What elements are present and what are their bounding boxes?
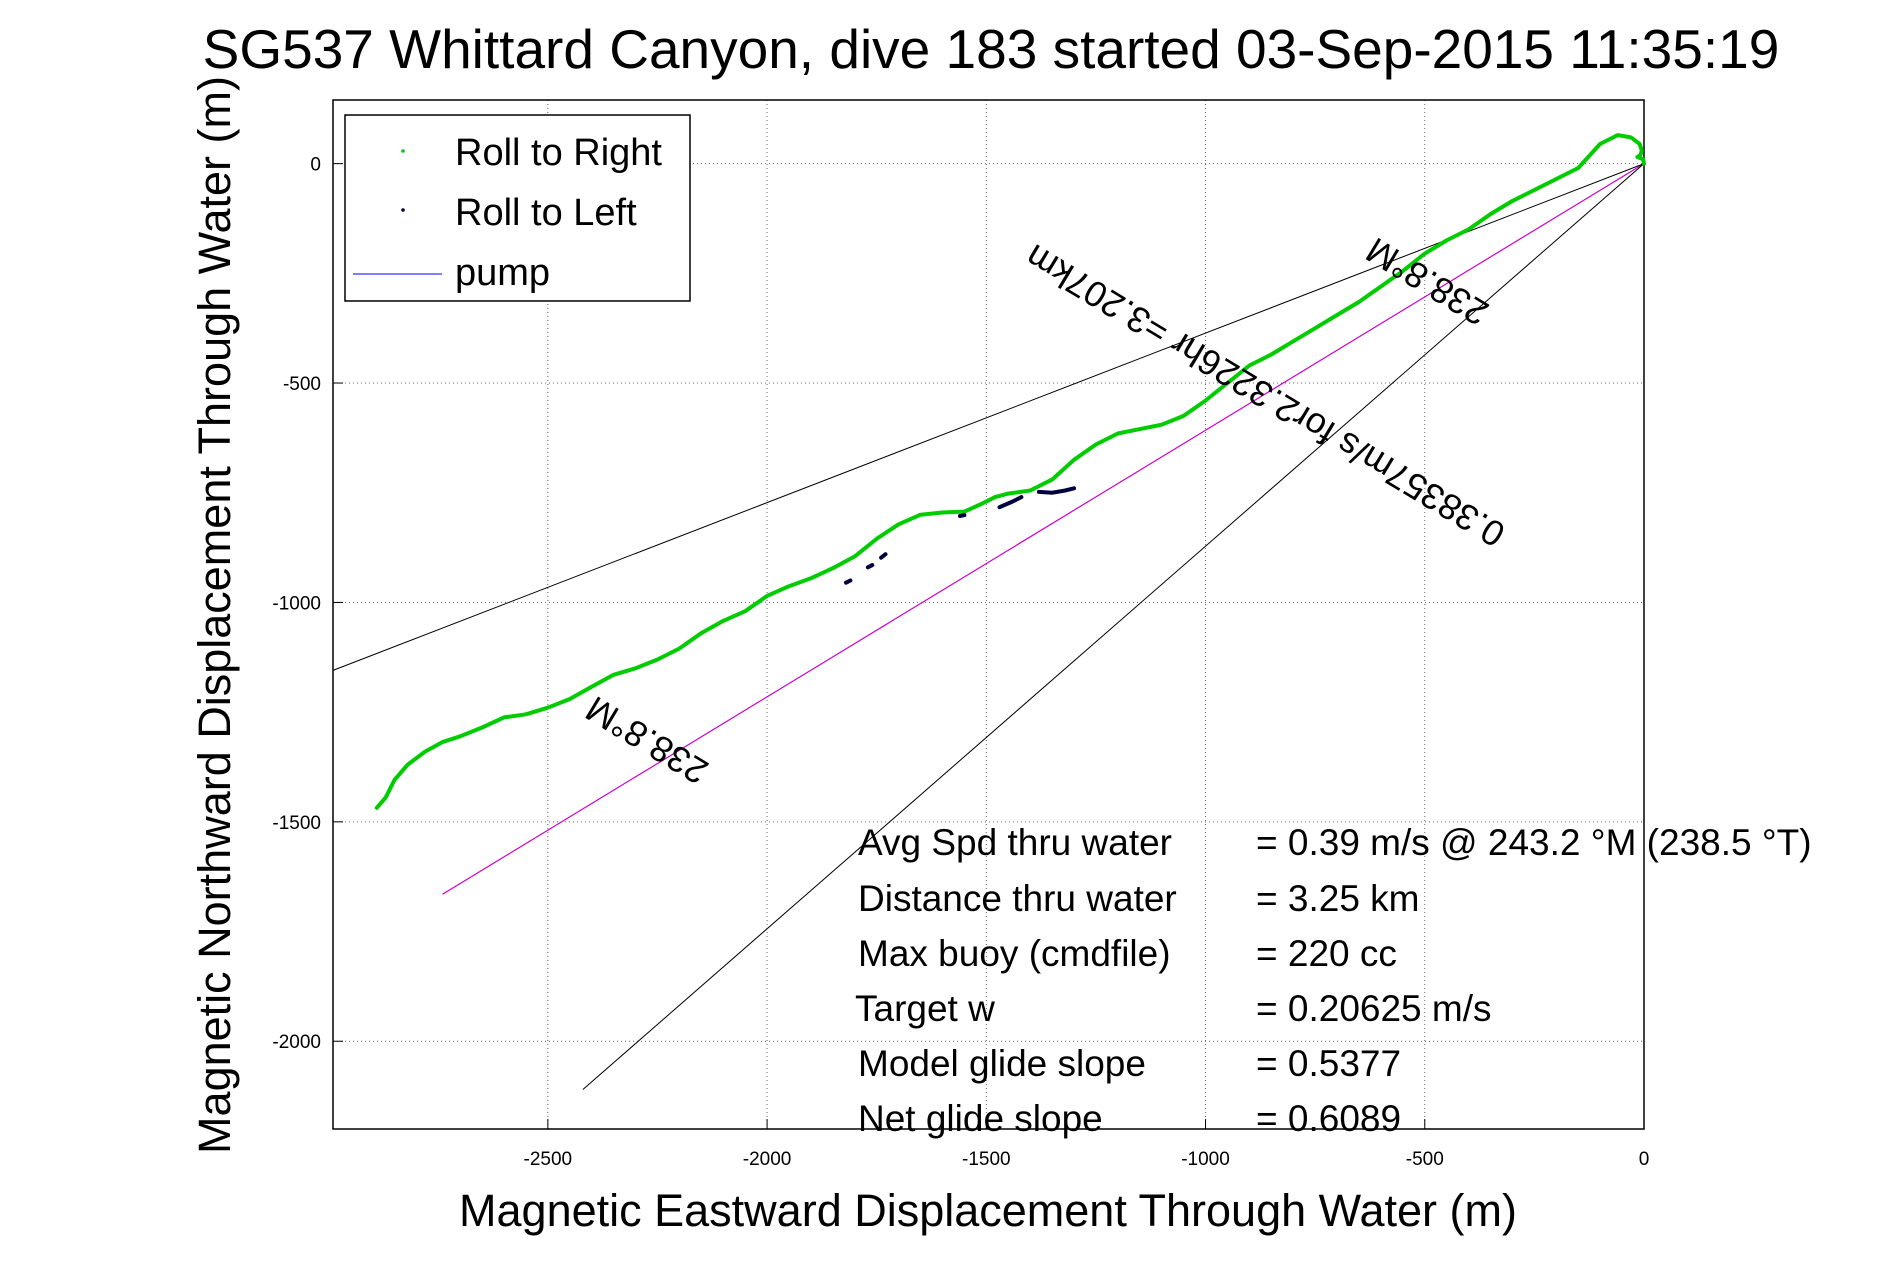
y-tick-label: -1000 [272, 593, 321, 614]
roll-left-segment [879, 552, 888, 560]
upper-bound-line [332, 163, 1645, 671]
lower-bound-line [582, 163, 1645, 1090]
stat-value-max-buoy: = 220 cc [1256, 933, 1397, 974]
legend-marker-roll-left [401, 208, 405, 212]
stat-label-model-glide: Model glide slope [858, 1043, 1146, 1084]
heading-annotation: 238.8°M [1359, 230, 1495, 334]
x-tick-label: -500 [1406, 1149, 1444, 1170]
x-tick-label: 0 [1639, 1149, 1650, 1170]
legend-label-pump: pump [455, 252, 550, 294]
y-axis-label: Magnetic Northward Displacement Through … [189, 76, 240, 1154]
roll-left-segment [844, 578, 853, 585]
stats-block: Avg Spd thru water = 0.39 m/s @ 243.2 °M… [855, 822, 1812, 1139]
grid [333, 100, 1645, 1129]
x-tick-label: -2500 [524, 1149, 573, 1170]
x-tick-label: -2000 [743, 1149, 792, 1170]
y-axis-ticks: 0 -500 -1000 -1500 -2000 [272, 155, 343, 1053]
stat-value-target-w: = 0.20625 m/s [1256, 988, 1492, 1029]
legend-label-roll-right: Roll to Right [455, 132, 662, 174]
stat-label-avg-speed: Avg Spd thru water [858, 822, 1172, 863]
legend-marker-roll-right [401, 149, 405, 153]
x-tick-label: -1000 [1181, 1149, 1230, 1170]
legend: Roll to Right Roll to Left pump [344, 114, 691, 302]
stat-value-distance: = 3.25 km [1256, 878, 1420, 919]
stat-label-net-glide: Net glide slope [858, 1098, 1103, 1139]
y-tick-label: -1500 [272, 813, 321, 834]
plot-area [332, 99, 1645, 1130]
roll-left-segment [865, 563, 875, 570]
chart-title: SG537 Whittard Canyon, dive 183 started … [203, 18, 1780, 80]
x-axis-ticks: -2500 -2000 -1500 -1000 -500 0 [524, 1119, 1650, 1170]
roll-right-track [374, 133, 1646, 810]
y-tick-label: -500 [283, 374, 321, 395]
roll-left-segment [1036, 486, 1076, 495]
stat-value-avg-speed: = 0.39 m/s @ 243.2 °M (238.5 °T) [1256, 822, 1812, 863]
magenta-track [442, 163, 1645, 895]
stat-value-net-glide: = 0.6089 [1256, 1098, 1401, 1139]
stat-label-distance: Distance thru water [858, 878, 1177, 919]
series-layer [374, 133, 1646, 810]
legend-box [344, 114, 691, 302]
y-tick-label: 0 [310, 155, 321, 176]
legend-label-roll-left: Roll to Left [455, 192, 637, 234]
reference-lines [332, 163, 1645, 1090]
x-tick-label: -1500 [962, 1149, 1011, 1170]
stat-label-target-w: Target w [855, 988, 995, 1029]
x-axis-label: Magnetic Eastward Displacement Through W… [459, 1185, 1517, 1236]
y-tick-label: -2000 [272, 1032, 321, 1053]
stat-label-max-buoy: Max buoy (cmdfile) [858, 933, 1171, 974]
stat-value-model-glide: = 0.5377 [1256, 1043, 1401, 1084]
roll-left-segment [958, 513, 967, 518]
roll-left-segment [997, 495, 1024, 510]
